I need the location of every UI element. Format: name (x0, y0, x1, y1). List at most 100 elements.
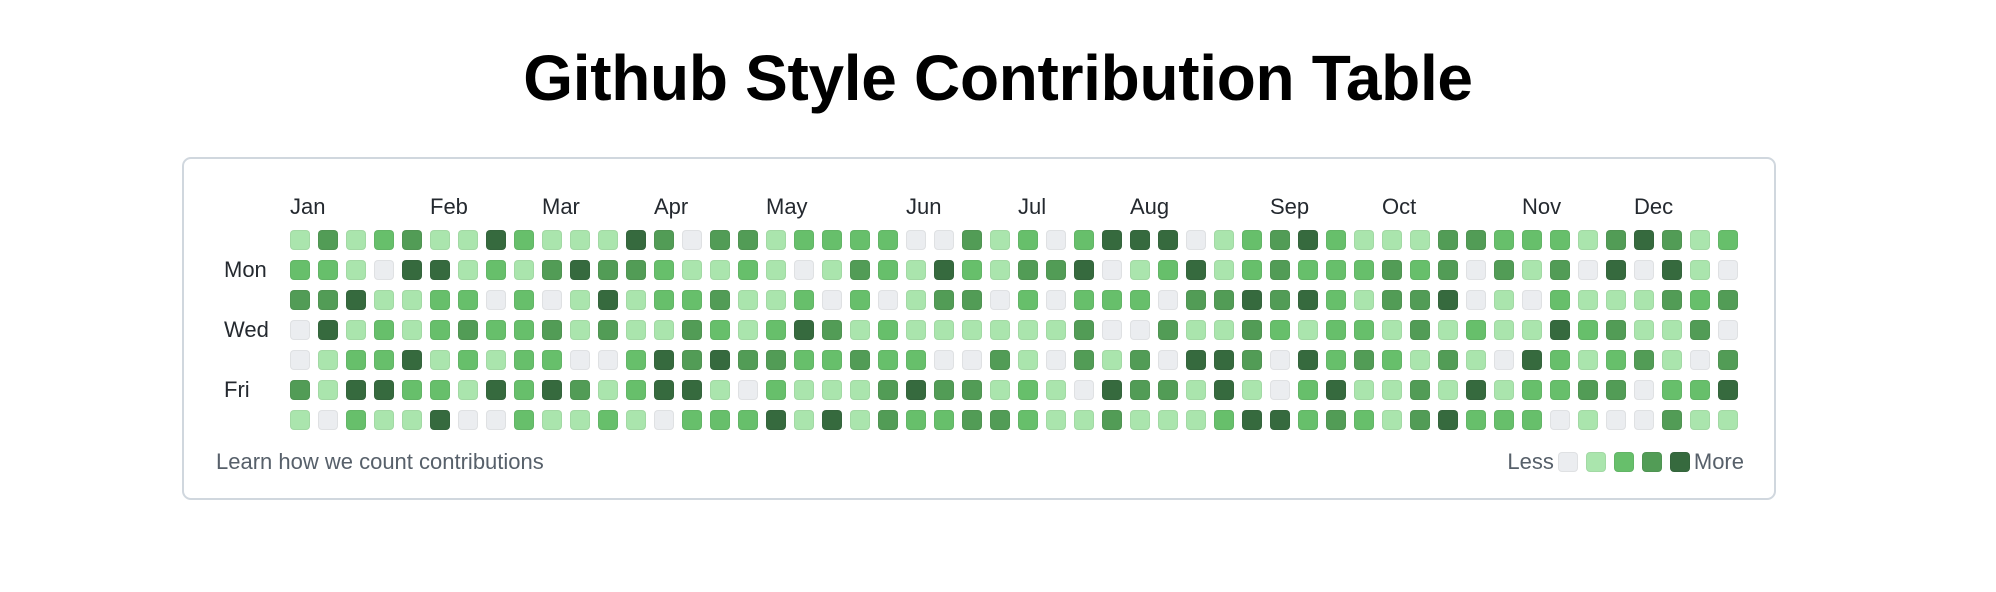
contribution-cell[interactable] (1046, 290, 1066, 310)
contribution-cell[interactable] (1354, 380, 1374, 400)
contribution-cell[interactable] (878, 320, 898, 340)
contribution-cell[interactable] (1214, 410, 1234, 430)
contribution-cell[interactable] (710, 290, 730, 310)
contribution-cell[interactable] (962, 410, 982, 430)
contribution-cell[interactable] (1578, 410, 1598, 430)
contribution-cell[interactable] (934, 260, 954, 280)
contribution-cell[interactable] (962, 320, 982, 340)
contribution-cell[interactable] (1298, 380, 1318, 400)
contribution-cell[interactable] (1186, 230, 1206, 250)
contribution-cell[interactable] (1634, 260, 1654, 280)
contribution-cell[interactable] (1578, 230, 1598, 250)
contribution-cell[interactable] (1186, 350, 1206, 370)
contribution-cell[interactable] (1494, 320, 1514, 340)
contribution-cell[interactable] (906, 380, 926, 400)
contribution-cell[interactable] (1522, 380, 1542, 400)
contribution-cell[interactable] (1130, 350, 1150, 370)
contribution-cell[interactable] (290, 380, 310, 400)
contribution-cell[interactable] (1046, 260, 1066, 280)
contribution-cell[interactable] (1018, 260, 1038, 280)
contribution-cell[interactable] (1550, 380, 1570, 400)
contribution-cell[interactable] (1662, 290, 1682, 310)
contribution-cell[interactable] (766, 380, 786, 400)
contribution-cell[interactable] (1466, 410, 1486, 430)
contribution-cell[interactable] (710, 380, 730, 400)
contribution-cell[interactable] (542, 290, 562, 310)
contribution-cell[interactable] (1606, 410, 1626, 430)
contribution-cell[interactable] (962, 260, 982, 280)
contribution-cell[interactable] (290, 260, 310, 280)
contribution-cell[interactable] (1242, 260, 1262, 280)
contribution-cell[interactable] (1438, 350, 1458, 370)
contribution-cell[interactable] (1466, 320, 1486, 340)
contribution-cell[interactable] (290, 350, 310, 370)
contribution-cell[interactable] (1354, 290, 1374, 310)
contribution-cell[interactable] (738, 290, 758, 310)
contribution-cell[interactable] (990, 230, 1010, 250)
contribution-cell[interactable] (1298, 320, 1318, 340)
contribution-cell[interactable] (1718, 260, 1738, 280)
contribution-cell[interactable] (1018, 290, 1038, 310)
contribution-cell[interactable] (1494, 350, 1514, 370)
contribution-cell[interactable] (1326, 350, 1346, 370)
contribution-cell[interactable] (318, 380, 338, 400)
contribution-cell[interactable] (1074, 380, 1094, 400)
contribution-cell[interactable] (514, 230, 534, 250)
contribution-cell[interactable] (654, 230, 674, 250)
contribution-cell[interactable] (1382, 260, 1402, 280)
contribution-cell[interactable] (1158, 230, 1178, 250)
contribution-cell[interactable] (878, 410, 898, 430)
contribution-cell[interactable] (1102, 260, 1122, 280)
contribution-cell[interactable] (1438, 290, 1458, 310)
contribution-cell[interactable] (290, 230, 310, 250)
contribution-cell[interactable] (850, 320, 870, 340)
contribution-cell[interactable] (906, 260, 926, 280)
contribution-cell[interactable] (542, 380, 562, 400)
contribution-cell[interactable] (598, 260, 618, 280)
contribution-cell[interactable] (1102, 320, 1122, 340)
contribution-cell[interactable] (290, 320, 310, 340)
contribution-cell[interactable] (458, 380, 478, 400)
contribution-cell[interactable] (1382, 350, 1402, 370)
contribution-cell[interactable] (626, 260, 646, 280)
contribution-cell[interactable] (402, 290, 422, 310)
contribution-cell[interactable] (626, 290, 646, 310)
contribution-cell[interactable] (1550, 410, 1570, 430)
contribution-cell[interactable] (1046, 350, 1066, 370)
contribution-cell[interactable] (290, 410, 310, 430)
contribution-cell[interactable] (1130, 230, 1150, 250)
contribution-cell[interactable] (374, 380, 394, 400)
contribution-cell[interactable] (402, 410, 422, 430)
contribution-cell[interactable] (710, 260, 730, 280)
contribution-cell[interactable] (1606, 350, 1626, 370)
contribution-cell[interactable] (430, 230, 450, 250)
contribution-cell[interactable] (626, 230, 646, 250)
contribution-cell[interactable] (346, 290, 366, 310)
contribution-cell[interactable] (1690, 320, 1710, 340)
contribution-cell[interactable] (878, 230, 898, 250)
contribution-cell[interactable] (1130, 380, 1150, 400)
contribution-cell[interactable] (934, 380, 954, 400)
contribution-cell[interactable] (598, 290, 618, 310)
contribution-cell[interactable] (682, 380, 702, 400)
contribution-cell[interactable] (514, 320, 534, 340)
contribution-cell[interactable] (626, 320, 646, 340)
contribution-cell[interactable] (626, 350, 646, 370)
contribution-cell[interactable] (1438, 260, 1458, 280)
contribution-cell[interactable] (1718, 230, 1738, 250)
contribution-cell[interactable] (738, 230, 758, 250)
contribution-cell[interactable] (794, 320, 814, 340)
contribution-cell[interactable] (850, 350, 870, 370)
contribution-cell[interactable] (430, 260, 450, 280)
contribution-cell[interactable] (822, 230, 842, 250)
contribution-cell[interactable] (990, 380, 1010, 400)
contribution-cell[interactable] (1130, 290, 1150, 310)
contribution-cell[interactable] (850, 260, 870, 280)
contribution-cell[interactable] (738, 260, 758, 280)
contribution-cell[interactable] (1662, 320, 1682, 340)
contribution-cell[interactable] (1018, 350, 1038, 370)
contribution-cell[interactable] (738, 320, 758, 340)
contribution-cell[interactable] (374, 320, 394, 340)
contribution-cell[interactable] (1550, 320, 1570, 340)
contribution-cell[interactable] (822, 350, 842, 370)
